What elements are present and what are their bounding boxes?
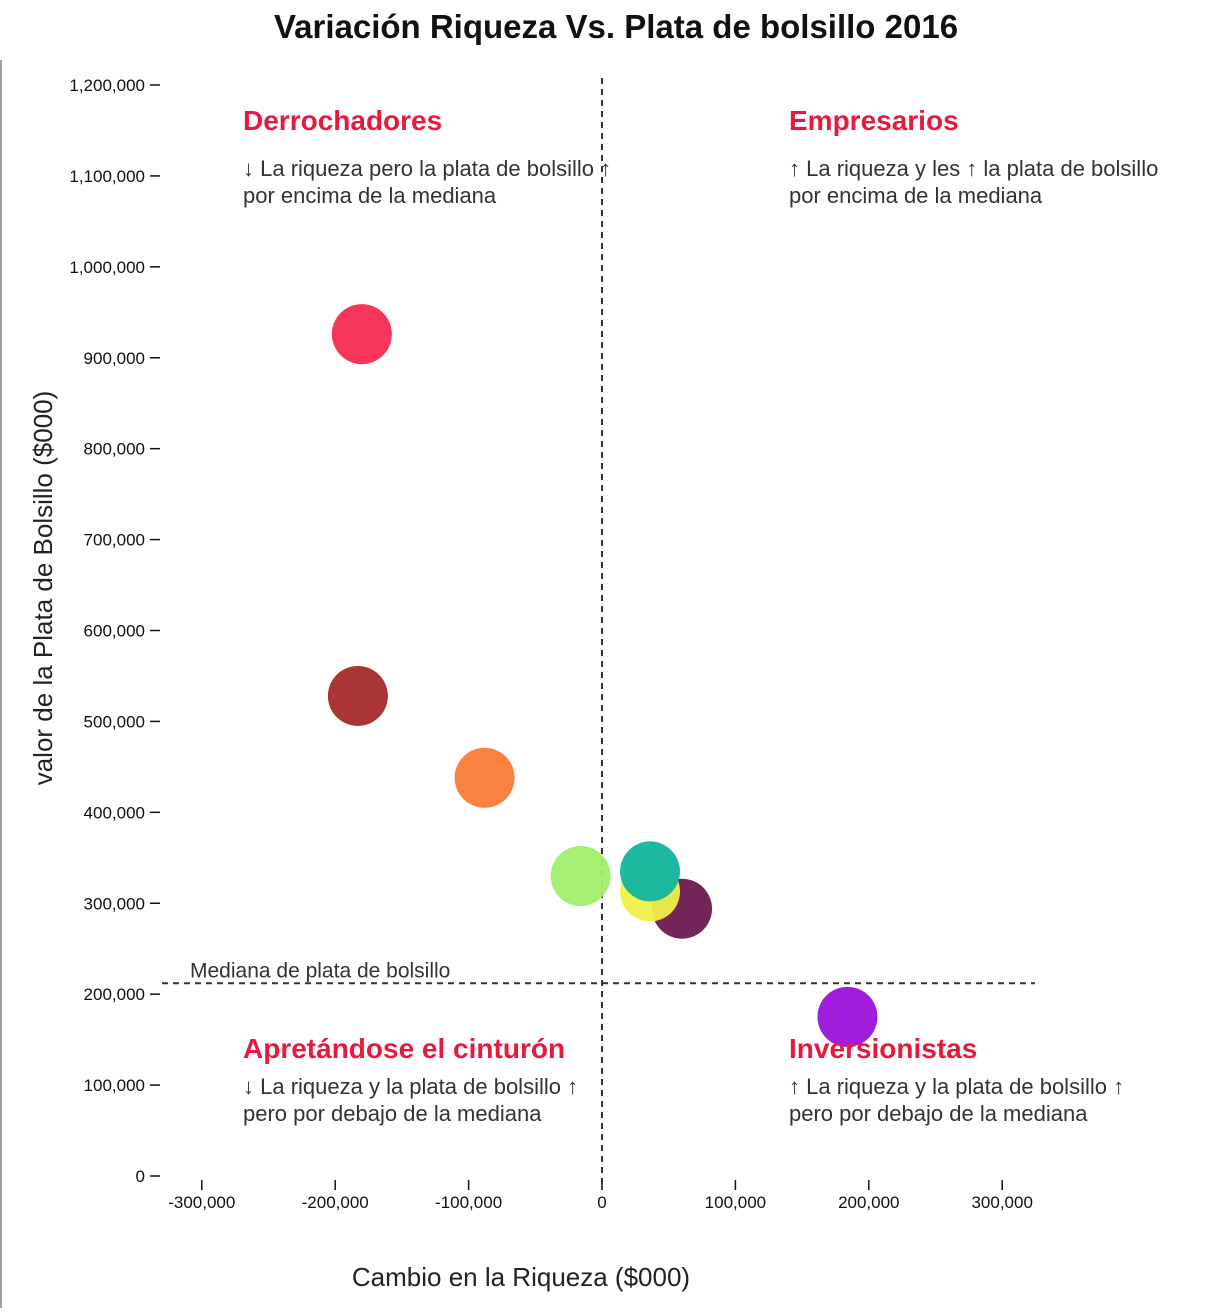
quadrant-inversionistas: Inversionistas ↑ La riqueza y la plata de… <box>789 1033 1124 1126</box>
quadrant-description-line1: ↓ La riqueza y la plata de bolsillo ↑ <box>243 1074 578 1099</box>
data-point <box>454 747 515 808</box>
y-tick-label: 900,000 <box>84 349 145 368</box>
x-tick-label: 200,000 <box>838 1193 899 1212</box>
y-tick-label: 100,000 <box>84 1076 145 1095</box>
y-tick-label: 400,000 <box>84 803 145 822</box>
quadrant-derrochadores: Derrochadores ↓ La riqueza pero la plata … <box>243 105 611 208</box>
x-tick-label: -100,000 <box>435 1193 502 1212</box>
x-axis: -300,000 -200,000 -100,000 0 100,000 200,000 3… <box>168 1180 1033 1212</box>
y-tick-label: 1,200,000 <box>69 76 145 95</box>
x-tick-label: -300,000 <box>168 1193 235 1212</box>
median-label: Mediana de plata de bolsillo <box>190 959 450 982</box>
x-tick-label: 100,000 <box>705 1193 766 1212</box>
y-tick-label: 800,000 <box>84 440 145 459</box>
quadrant-empresarios: Empresarios ↑ La riqueza y les ↑ la plata… <box>789 105 1158 208</box>
y-axis-title: valor de la Plata de Bolsillo ($000) <box>28 391 58 786</box>
data-point <box>620 841 681 902</box>
quadrant-description-line2: pero por debajo de la mediana <box>789 1101 1088 1126</box>
y-tick-label: 500,000 <box>84 712 145 731</box>
quadrant-apretandose: Apretándose el cinturón ↓ La riqueza y la… <box>243 1033 578 1126</box>
y-tick-label: 600,000 <box>84 622 145 641</box>
quadrant-description-line2: pero por debajo de la mediana <box>243 1101 542 1126</box>
quadrant-title: Apretándose el cinturón <box>243 1033 565 1064</box>
data-point <box>327 665 388 726</box>
x-tick-label: 0 <box>597 1193 606 1212</box>
y-tick-label: 1,100,000 <box>69 167 145 186</box>
data-points <box>327 304 878 1047</box>
y-tick-label: 0 <box>136 1167 145 1186</box>
data-point <box>331 304 392 365</box>
chart-title: Variación Riqueza Vs. Plata de bolsillo … <box>274 8 958 45</box>
quadrant-description-line1: ↑ La riqueza y la plata de bolsillo ↑ <box>789 1074 1124 1099</box>
y-tick-label: 200,000 <box>84 985 145 1004</box>
x-axis-title: Cambio en la Riqueza ($000) <box>352 1262 690 1292</box>
data-point <box>817 986 878 1047</box>
quadrant-title: Inversionistas <box>789 1033 977 1064</box>
quadrant-labels: Derrochadores ↓ La riqueza pero la plata … <box>243 105 1158 1126</box>
quadrant-title: Empresarios <box>789 105 959 136</box>
x-tick-label: 300,000 <box>971 1193 1032 1212</box>
quadrant-description-line2: por encima de la mediana <box>243 183 497 208</box>
y-tick-label: 1,000,000 <box>69 258 145 277</box>
x-tick-label: -200,000 <box>302 1193 369 1212</box>
median-guides: Mediana de plata de bolsillo <box>162 78 1035 1190</box>
left-border <box>0 60 2 1308</box>
data-point <box>550 845 611 906</box>
quadrant-description-line1: ↑ La riqueza y les ↑ la plata de bolsill… <box>789 156 1158 181</box>
quadrant-description-line1: ↓ La riqueza pero la plata de bolsillo ↑ <box>243 156 611 181</box>
quadrant-title: Derrochadores <box>243 105 442 136</box>
y-tick-label: 300,000 <box>84 894 145 913</box>
y-tick-label: 700,000 <box>84 531 145 550</box>
quadrant-description-line2: por encima de la mediana <box>789 183 1043 208</box>
y-axis: 0 100,000 200,000 300,000 400,000 500,000 600,… <box>69 76 160 1186</box>
